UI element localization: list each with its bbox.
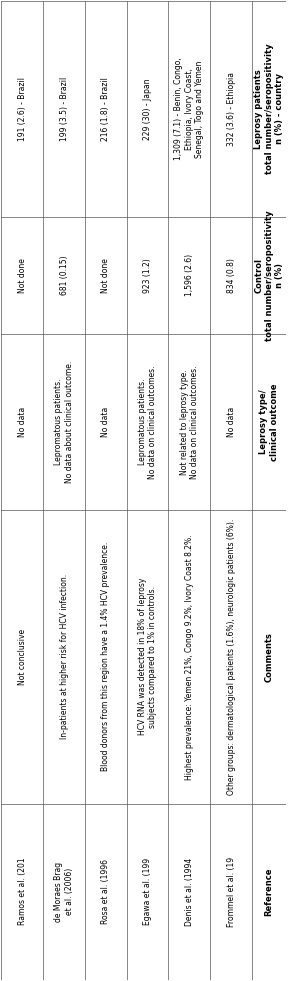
- Text: 332 (3.6) - Ethiopia: 332 (3.6) - Ethiopia: [227, 72, 236, 146]
- Text: Reference: Reference: [264, 867, 274, 916]
- Text: Control
total number/seropositivity
n (%): Control total number/seropositivity n (%…: [254, 210, 284, 340]
- Text: Frommel et al. (19: Frommel et al. (19: [227, 856, 236, 927]
- Text: Not conclusive: Not conclusive: [18, 629, 27, 685]
- Text: 216 (1.8) - Brazil: 216 (1.8) - Brazil: [101, 77, 110, 141]
- Text: No data: No data: [18, 407, 27, 438]
- Text: Not done: Not done: [101, 258, 110, 292]
- Text: 834 (0.8): 834 (0.8): [227, 258, 236, 292]
- Text: Leprosy type/
clinical outcome: Leprosy type/ clinical outcome: [259, 384, 279, 461]
- Text: 1,596 (2.6): 1,596 (2.6): [185, 254, 194, 296]
- Text: Ramos et al. (201: Ramos et al. (201: [18, 857, 27, 925]
- Text: Denis et al. (1994: Denis et al. (1994: [185, 857, 194, 926]
- Text: de Moraes Brag
et al. (2006): de Moraes Brag et al. (2006): [54, 861, 74, 921]
- Text: Not done: Not done: [18, 258, 27, 292]
- Text: 191 (2.6) - Brazil: 191 (2.6) - Brazil: [18, 77, 27, 141]
- Text: Lepromatous patients.
No data about clinical outcome.: Lepromatous patients. No data about clin…: [54, 361, 74, 484]
- Text: In-patients at higher risk for HCV infection.: In-patients at higher risk for HCV infec…: [60, 574, 68, 740]
- Text: 923 (1.2): 923 (1.2): [143, 258, 152, 292]
- Text: Egawa et al. (199: Egawa et al. (199: [143, 858, 152, 925]
- Text: Other groups: dermatological patients (1.6%), neurologic patients (6%).: Other groups: dermatological patients (1…: [227, 519, 236, 795]
- Text: Leprosy patients
total number/seropositivity
n (%) - country: Leprosy patients total number/seropositi…: [254, 44, 284, 175]
- Text: HCV RNA was detected in 18% of leprosy
subjects compared to 1% in controls.: HCV RNA was detected in 18% of leprosy s…: [138, 578, 157, 736]
- Text: Not related to leprosy type.
No data on clinical outcomes.: Not related to leprosy type. No data on …: [180, 365, 199, 479]
- Text: Blood donors from this region have a 1.4% HCV prevalence.: Blood donors from this region have a 1.4…: [101, 542, 110, 771]
- Text: Comments: Comments: [264, 632, 274, 682]
- Text: Highest prevalence: Yemen 21%, Congo 9.2%, Ivory Coast 8.2%.: Highest prevalence: Yemen 21%, Congo 9.2…: [185, 534, 194, 780]
- Text: Rosa et al. (1996: Rosa et al. (1996: [101, 859, 110, 924]
- Text: No data: No data: [227, 407, 236, 438]
- Text: Lepromatous patients.
No data on clinical outcomes.: Lepromatous patients. No data on clinica…: [138, 365, 157, 479]
- Text: 681 (0.15): 681 (0.15): [60, 255, 68, 295]
- Text: 1,309 (7.1) - Benin, Congo,
Ethiopia, Ivory Coast,
Senegal, Togo and Yemen: 1,309 (7.1) - Benin, Congo, Ethiopia, Iv…: [175, 58, 204, 160]
- Text: 199 (3.5) - Brazil: 199 (3.5) - Brazil: [60, 77, 68, 141]
- Text: No data: No data: [101, 407, 110, 438]
- Text: 229 (30) - Japan: 229 (30) - Japan: [143, 78, 152, 139]
